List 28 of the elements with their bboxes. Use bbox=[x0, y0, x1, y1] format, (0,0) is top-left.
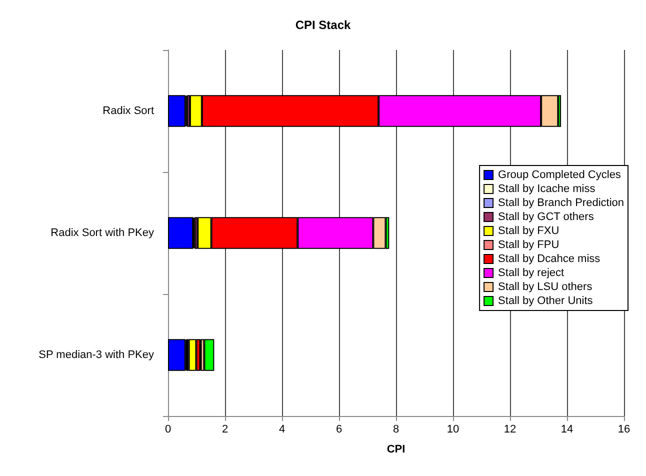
y-tick-label: Radix Sort bbox=[102, 105, 154, 117]
bar bbox=[168, 339, 186, 371]
x-tick-label: 0 bbox=[164, 424, 172, 436]
legend-label: Stall by Other Units bbox=[498, 295, 594, 307]
legend-label: Stall by Icache miss bbox=[498, 183, 596, 195]
bar bbox=[188, 339, 196, 371]
x-tick-label: 8 bbox=[392, 424, 400, 436]
legend-label: Stall by Branch Prediction bbox=[498, 197, 624, 209]
legend-label: Stall by Dcahce miss bbox=[498, 253, 601, 265]
y-tick-label: Radix Sort with PKey bbox=[50, 227, 154, 239]
chart-title: CPI Stack bbox=[295, 18, 352, 32]
x-tick-label: 16 bbox=[618, 424, 630, 436]
y-tick-label: SP median-3 with PKey bbox=[38, 349, 154, 361]
legend-label: Stall by FXU bbox=[498, 225, 560, 237]
bar bbox=[204, 339, 214, 371]
x-axis-title: CPI bbox=[386, 444, 406, 456]
legend-label: Group Completed Cycles bbox=[498, 169, 622, 181]
x-tick-label: 10 bbox=[446, 424, 460, 436]
x-tick-label: 2 bbox=[222, 424, 228, 436]
bar bbox=[168, 217, 194, 249]
legend-label: Stall by reject bbox=[498, 267, 564, 279]
x-tick-label: 6 bbox=[336, 424, 342, 436]
x-tick-label: 12 bbox=[504, 424, 516, 436]
legend-label: Stall by LSU others bbox=[498, 281, 593, 293]
legend-label: Stall by FPU bbox=[498, 239, 560, 251]
x-tick-label: 14 bbox=[560, 424, 574, 436]
x-tick-label: 4 bbox=[278, 424, 286, 436]
legend-label: Stall by GCT others bbox=[498, 211, 594, 223]
